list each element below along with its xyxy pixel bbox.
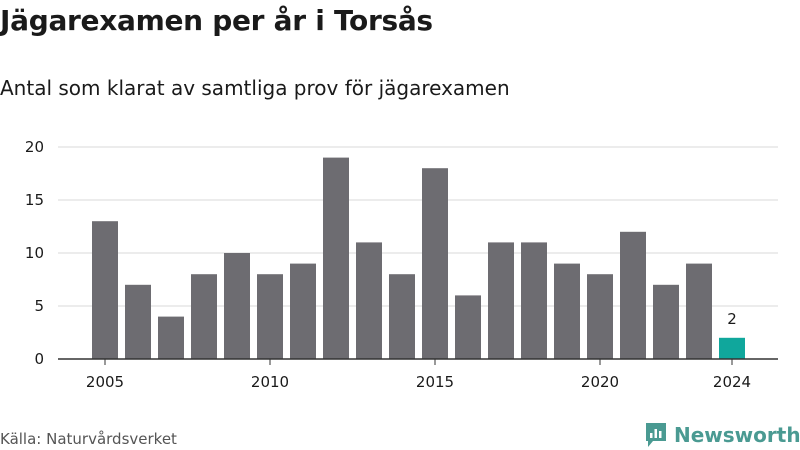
bar bbox=[92, 221, 118, 359]
bar bbox=[422, 168, 448, 359]
data-label: 2 bbox=[727, 310, 737, 328]
newsworthy-logo: Newsworthy bbox=[644, 420, 800, 450]
y-tick-label: 15 bbox=[25, 191, 44, 209]
bar bbox=[290, 263, 316, 359]
bar bbox=[323, 157, 349, 359]
bar bbox=[620, 231, 646, 359]
bar bbox=[224, 253, 250, 359]
bar-chart: 0 5 10 15 20 2 2005 2010 2015 2020 2024 bbox=[25, 138, 778, 391]
bar bbox=[554, 263, 580, 359]
bar bbox=[191, 274, 217, 359]
bar bbox=[521, 242, 547, 359]
newsworthy-logo-icon bbox=[646, 423, 666, 447]
bar bbox=[653, 284, 679, 359]
bar bbox=[488, 242, 514, 359]
x-tick-label: 2020 bbox=[581, 373, 619, 391]
source-note: Källa: Naturvårdsverket bbox=[0, 430, 177, 448]
x-tick-label: 2024 bbox=[713, 373, 751, 391]
y-tick-label: 5 bbox=[34, 297, 44, 315]
chart-title: Jägarexamen per år i Torsås bbox=[0, 4, 433, 37]
bar bbox=[356, 242, 382, 359]
bar bbox=[158, 316, 184, 359]
x-tick-label: 2015 bbox=[416, 373, 454, 391]
y-tick-label: 20 bbox=[25, 138, 44, 156]
bar bbox=[455, 295, 481, 359]
newsworthy-logo-text: Newsworthy bbox=[674, 423, 800, 447]
chart-subtitle: Antal som klarat av samtliga prov för jä… bbox=[0, 76, 510, 100]
bar bbox=[587, 274, 613, 359]
bar bbox=[389, 274, 415, 359]
x-tick-label: 2010 bbox=[251, 373, 289, 391]
bar bbox=[686, 263, 712, 359]
y-tick-label: 0 bbox=[34, 350, 44, 368]
bar bbox=[719, 337, 745, 359]
bar bbox=[257, 274, 283, 359]
bar bbox=[125, 284, 151, 359]
y-tick-label: 10 bbox=[25, 244, 44, 262]
x-tick-label: 2005 bbox=[86, 373, 124, 391]
